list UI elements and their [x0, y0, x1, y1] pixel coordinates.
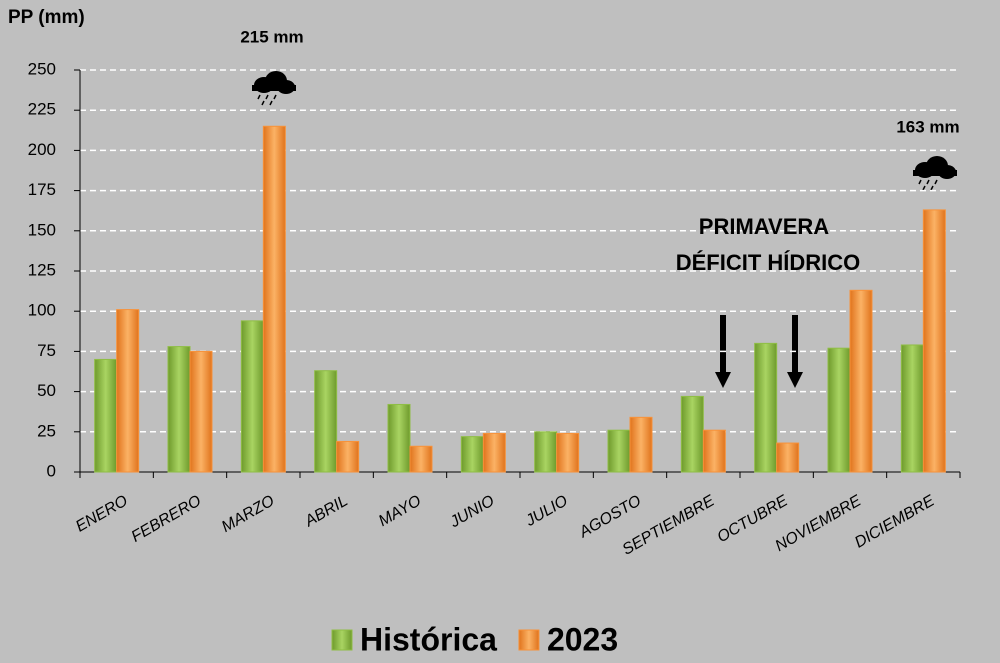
bar [754, 342, 778, 473]
y-tick-label: 100 [28, 301, 56, 320]
bar [900, 344, 924, 473]
y-tick-label: 125 [28, 260, 56, 279]
annotation: PRIMAVERA [699, 214, 829, 239]
x-tick-label: MARZO [219, 492, 278, 536]
y-tick-label: 250 [28, 59, 56, 78]
legend-swatch [331, 629, 353, 651]
bar [116, 309, 140, 473]
y-tick-label: 200 [28, 140, 56, 159]
y-tick-label: 25 [37, 421, 56, 440]
bar [167, 346, 191, 473]
x-tick-label: ABRIL [301, 492, 350, 530]
bar [460, 436, 484, 473]
y-tick-label: 50 [37, 381, 56, 400]
y-axis-label: PP (mm) [8, 7, 85, 28]
legend-label: 2023 [547, 621, 618, 657]
bar [922, 209, 946, 473]
bar [849, 289, 873, 473]
x-tick-label: MAYO [376, 492, 424, 530]
x-tick-label: FEBRERO [129, 492, 204, 545]
bar [189, 350, 213, 473]
y-tick-label: 0 [47, 461, 56, 480]
bar [94, 358, 118, 473]
bar [556, 432, 580, 473]
bar [482, 432, 506, 473]
bar [827, 347, 851, 473]
legend-label: Histórica [360, 621, 497, 657]
bar [336, 440, 360, 473]
x-tick-label: DICIEMBRE [852, 492, 938, 551]
bar [387, 403, 411, 473]
x-tick-label: ENERO [73, 492, 131, 535]
bar [314, 370, 338, 473]
bar [629, 416, 653, 473]
cloud-icon [913, 156, 957, 191]
x-tick-label: AGOSTO [576, 492, 644, 541]
bar [262, 125, 286, 473]
y-tick-label: 175 [28, 180, 56, 199]
y-tick-label: 75 [37, 341, 56, 360]
bar [702, 429, 726, 473]
y-tick-label: 225 [28, 100, 56, 119]
x-tick-label: JULIO [522, 492, 571, 530]
cloud-icon [252, 71, 296, 106]
arrow [715, 315, 731, 388]
annotation: 215 mm [240, 27, 303, 46]
bar [680, 395, 704, 473]
annotation: DÉFICIT HÍDRICO [676, 250, 861, 275]
bar [240, 320, 264, 473]
bar [409, 445, 433, 473]
x-tick-label: JUNIO [447, 492, 498, 531]
annotation: 163 mm [896, 117, 959, 136]
arrow [787, 315, 803, 388]
bar [607, 429, 631, 473]
bar [776, 442, 800, 473]
y-tick-label: 150 [28, 220, 56, 239]
legend-swatch [518, 629, 540, 651]
bar [534, 431, 558, 473]
